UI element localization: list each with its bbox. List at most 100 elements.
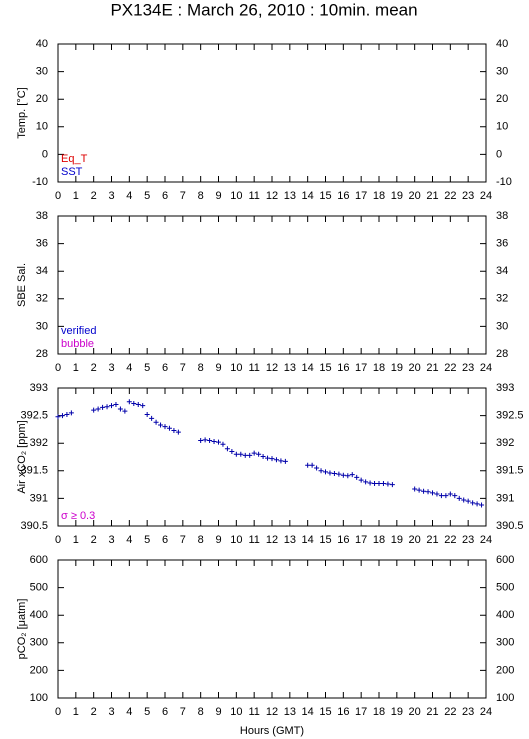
x-tick-label: 0 (55, 706, 61, 718)
data-point (233, 451, 239, 457)
x-tick-label: 22 (444, 534, 456, 546)
y-tick-label-right: 10 (496, 121, 508, 133)
x-tick-label: 6 (162, 534, 168, 546)
y-tick-label-right: 36 (496, 238, 508, 250)
x-tick-label: 10 (230, 362, 242, 374)
y-tick-label-right: 390.5 (496, 520, 524, 532)
data-point (363, 479, 369, 485)
data-point (198, 437, 204, 443)
x-tick-label: 24 (480, 534, 492, 546)
x-tick-label: 18 (373, 362, 385, 374)
data-point (461, 497, 467, 503)
data-point (479, 502, 485, 508)
x-tick-label: 12 (266, 534, 278, 546)
data-point (175, 429, 181, 435)
y-tick-label-right: 392 (496, 437, 514, 449)
x-tick-label: 12 (266, 362, 278, 374)
x-tick-label: 3 (108, 706, 114, 718)
y-tick-label: 34 (36, 265, 48, 277)
data-point (416, 487, 422, 493)
x-tick-label: 16 (337, 706, 349, 718)
x-tick-label: 9 (215, 534, 221, 546)
y-tick-label: 400 (30, 609, 48, 621)
x-tick-label: 2 (91, 190, 97, 202)
data-point (318, 468, 324, 474)
x-tick-label: 19 (391, 362, 403, 374)
data-point (247, 452, 253, 458)
data-point (470, 500, 476, 506)
chart-title: PX134E : March 26, 2010 : 10min. mean (110, 0, 417, 19)
data-point (265, 455, 271, 461)
data-point (474, 501, 480, 507)
data-point (331, 471, 337, 477)
data-point (135, 402, 141, 408)
x-tick-label: 21 (426, 706, 438, 718)
y-tick-label: 0 (42, 148, 48, 160)
data-point (443, 493, 449, 499)
y-tick-label: 391 (30, 492, 48, 504)
y-tick-label-right: 100 (496, 692, 514, 704)
x-tick-label: 19 (391, 190, 403, 202)
x-tick-label: 5 (144, 362, 150, 374)
x-tick-label: 18 (373, 706, 385, 718)
x-tick-label: 0 (55, 534, 61, 546)
x-tick-label: 20 (409, 190, 421, 202)
x-tick-label: 15 (319, 706, 331, 718)
x-tick-label: 13 (284, 534, 296, 546)
y-tick-label-right: 393 (496, 382, 514, 394)
x-tick-label: 14 (302, 706, 314, 718)
y-axis-label: SBE Sal. (16, 263, 28, 307)
x-tick-label: 8 (198, 534, 204, 546)
x-tick-label: 0 (55, 190, 61, 202)
x-tick-label: 22 (444, 362, 456, 374)
x-tick-label: 14 (302, 362, 314, 374)
x-tick-label: 23 (462, 190, 474, 202)
data-point (434, 491, 440, 497)
x-tick-label: 4 (126, 706, 132, 718)
x-tick-label: 11 (248, 362, 259, 374)
data-point (358, 477, 364, 483)
x-tick-label: 3 (108, 190, 114, 202)
x-tick-label: 19 (391, 706, 403, 718)
x-tick-label: 15 (319, 362, 331, 374)
x-tick-label: 17 (355, 706, 367, 718)
legend-entry: SST (61, 166, 83, 178)
x-tick-label: 4 (126, 534, 132, 546)
y-tick-label-right: 34 (496, 265, 508, 277)
y-tick-label: 392 (30, 437, 48, 449)
plot-frame (57, 43, 487, 183)
data-point (412, 486, 418, 492)
data-point (109, 403, 114, 409)
y-tick-label-right: 391 (496, 492, 514, 504)
x-tick-label: 15 (319, 190, 331, 202)
data-point (117, 406, 123, 412)
data-point (385, 481, 391, 487)
data-point (336, 471, 342, 477)
data-point (452, 493, 458, 499)
data-point (273, 457, 279, 463)
y-tick-label: 500 (30, 582, 48, 594)
data-point (256, 451, 262, 457)
y-tick-label: 393 (30, 382, 48, 394)
x-tick-label: 5 (144, 190, 150, 202)
plot-frame (57, 559, 487, 699)
data-point (171, 428, 177, 434)
y-tick-label-right: 0 (496, 148, 502, 160)
x-tick-label: 20 (409, 534, 421, 546)
x-tick-label: 23 (462, 362, 474, 374)
x-tick-label: 10 (230, 706, 242, 718)
data-point (140, 403, 146, 409)
x-tick-label: 16 (337, 362, 349, 374)
y-tick-label: 392.5 (20, 410, 48, 422)
x-tick-label: 9 (215, 190, 221, 202)
data-point (438, 493, 444, 499)
x-tick-label: 7 (180, 706, 186, 718)
x-tick-label: 1 (73, 190, 79, 202)
y-tick-label: -10 (32, 176, 48, 188)
legend-entry: σ ≥ 0.3 (61, 510, 95, 522)
y-tick-label: 391.5 (20, 465, 48, 477)
y-tick-label-right: 200 (496, 664, 514, 676)
x-tick-label: 23 (462, 534, 474, 546)
y-tick-label-right: 20 (496, 93, 508, 105)
x-tick-label: 16 (337, 190, 349, 202)
